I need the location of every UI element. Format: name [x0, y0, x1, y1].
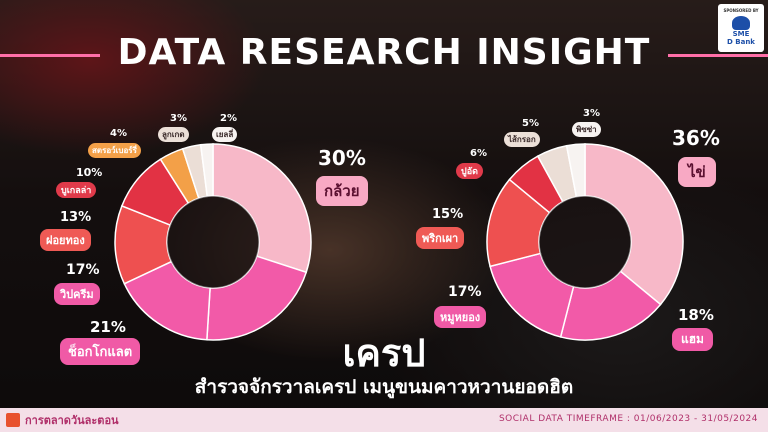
- slice-label-foythong: ฝอยทอง: [40, 229, 91, 251]
- title-accent-line-left: [0, 54, 100, 57]
- sme-bank-logo-icon: [732, 16, 750, 30]
- page-title: DATA RESEARCH INSIGHT: [117, 32, 651, 73]
- donut-chart-sweet: [114, 143, 312, 341]
- slice-pct-egg: 36%: [672, 126, 720, 150]
- slice-pct-bukella: 10%: [76, 166, 103, 179]
- slice-label-raisin: ลูกเกด: [158, 127, 189, 142]
- slice-label-whipcream: วิปครีม: [54, 283, 100, 305]
- slice-label-pizza: พิซซ่า: [572, 122, 601, 137]
- slice-pct-ham: 18%: [678, 306, 714, 324]
- sponsor-badge: SPONSORED BY SME D Bank: [718, 4, 764, 52]
- footer-brand: การตลาดวันละตอน: [6, 411, 119, 429]
- slice-pct-chilipaste: 15%: [432, 207, 464, 222]
- brand-logo-icon: [6, 413, 20, 427]
- slice-pct-strawberry: 4%: [110, 128, 127, 139]
- sponsor-caption: SPONSORED BY: [723, 8, 759, 13]
- slice-label-porkfloss: หมูหยอง: [434, 306, 487, 328]
- slice-label-jelly: เยลลี่: [212, 127, 238, 142]
- donut1-hole: [167, 196, 259, 288]
- slice-pct-banana: 30%: [318, 146, 366, 170]
- slice-pct-porkfloss: 17%: [448, 284, 482, 300]
- slice-pct-raisin: 3%: [170, 113, 187, 124]
- timeframe-text: SOCIAL DATA TIMEFRAME : 01/06/2023 - 31/…: [498, 414, 758, 424]
- slice-pct-chocolate: 21%: [90, 318, 126, 336]
- slice-label-banana: กล้วย: [316, 176, 368, 206]
- title-accent-line-right: [668, 54, 768, 57]
- slice-label-strawberry: สตรอว์เบอร์รี่: [88, 143, 141, 158]
- footer-bar: [0, 408, 768, 432]
- slice-label-chocolate: ช็อกโกแลต: [60, 338, 141, 365]
- slice-pct-foythong: 13%: [60, 210, 92, 225]
- sponsor-name: SME: [732, 30, 750, 38]
- donut-chart-savory: [486, 143, 684, 341]
- slice-label-ham: แฮม: [672, 328, 713, 351]
- sponsor-sub: D Bank: [727, 38, 755, 46]
- slice-pct-whipcream: 17%: [66, 262, 100, 278]
- slice-pct-crabstick: 6%: [470, 148, 487, 159]
- slice-label-bukella: บูเกลล่า: [56, 182, 97, 198]
- slice-label-crabstick: ปูอัด: [456, 163, 483, 179]
- slice-pct-sausage: 5%: [522, 118, 539, 129]
- main-heading: เครป: [342, 331, 426, 375]
- slice-pct-pizza: 3%: [583, 108, 600, 119]
- slice-label-egg: ไข่: [678, 157, 716, 187]
- slice-label-sausage: ไส้กรอก: [504, 132, 540, 147]
- brand-name: การตลาดวันละตอน: [25, 414, 119, 427]
- sub-heading: สำรวจจักรวาลเครป เมนูขนมคาวหวานยอดฮิต: [194, 376, 574, 398]
- donut2-hole: [539, 196, 631, 288]
- slice-label-chilipaste: พริกเผา: [416, 227, 465, 249]
- slice-pct-jelly: 2%: [220, 113, 237, 124]
